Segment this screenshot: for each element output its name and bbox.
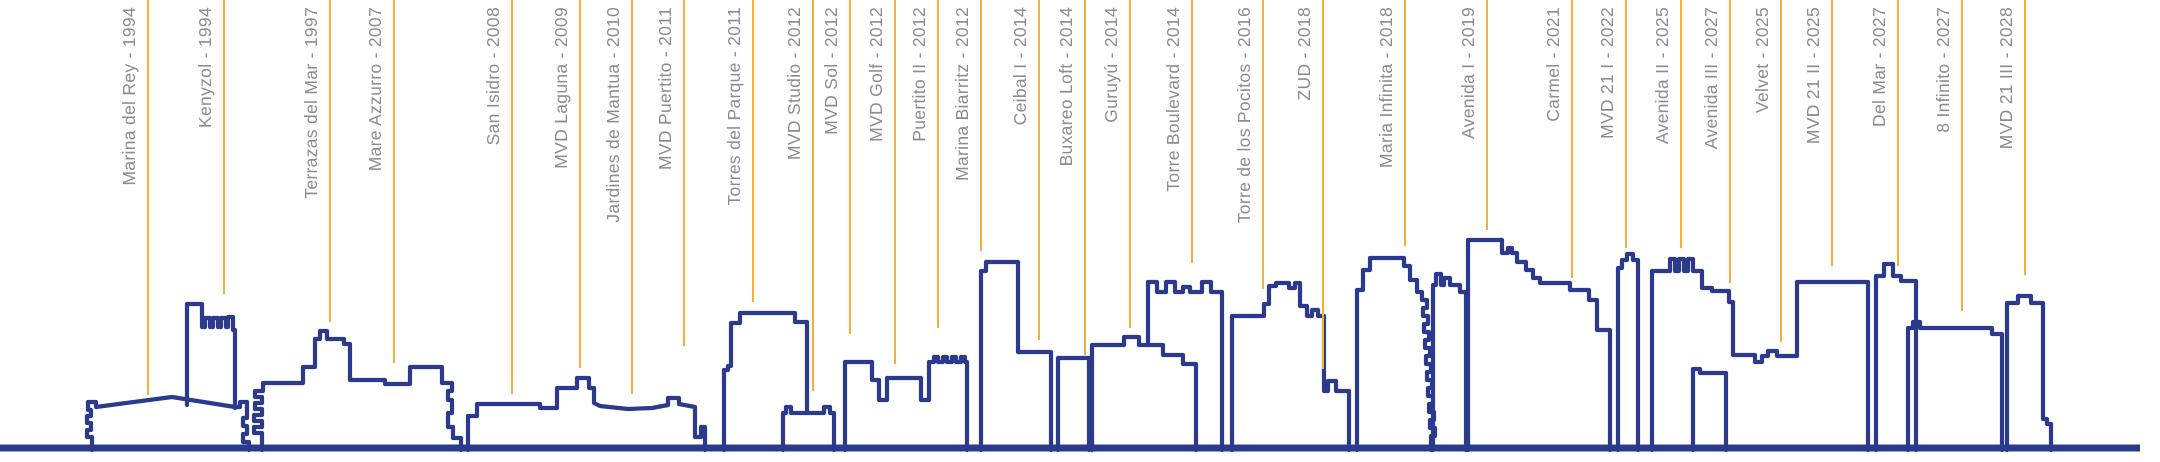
leader-line xyxy=(1321,0,1325,369)
building-maria-infinita-zigzag xyxy=(1354,255,1438,453)
building-8-infinito xyxy=(1905,319,2005,453)
project-label: 8 Infinito - 2027 xyxy=(1933,7,1953,133)
project-label: Torres del Parque - 2011 xyxy=(724,7,744,206)
building-kenyzol-tower xyxy=(184,301,238,411)
building-mvd-studio-annex xyxy=(780,404,837,453)
project-label: Velvet - 2025 xyxy=(1752,7,1772,114)
leader-line xyxy=(1830,0,1834,266)
project-label: MVD Golf - 2012 xyxy=(866,7,886,142)
building-mvd-21-iii xyxy=(2004,293,2054,453)
project-label: MVD 21 I - 2022 xyxy=(1597,7,1617,139)
building-avenida-i-carmel xyxy=(1465,237,1613,453)
project-label: Terrazas del Mar - 1997 xyxy=(301,7,321,199)
building-marina-del-rey xyxy=(84,394,252,453)
leader-line xyxy=(1624,0,1628,248)
building-terrazas-block xyxy=(251,328,464,453)
project-label: MVD Studio - 2012 xyxy=(784,7,804,160)
project-label: Avenida III - 2027 xyxy=(1701,7,1721,150)
building-guruyu xyxy=(1089,334,1199,453)
project-label: Marina del Rey - 1994 xyxy=(119,7,139,186)
leader-line xyxy=(848,0,852,334)
project-label: MVD Puertito - 2011 xyxy=(655,7,675,170)
project-label: MVD 21 II - 2025 xyxy=(1803,7,1823,145)
project-label: Avenida II - 2025 xyxy=(1652,7,1672,145)
leader-line xyxy=(1896,0,1900,266)
leader-line xyxy=(510,0,514,394)
project-label: Mare Azzurro - 2007 xyxy=(365,7,385,172)
building-buxareo-block xyxy=(1055,355,1092,453)
building-torres-del-parque xyxy=(721,310,810,453)
project-label: Carmel - 2021 xyxy=(1543,7,1563,122)
leader-line xyxy=(1128,0,1132,328)
project-label: Kenyzol - 1994 xyxy=(195,7,215,128)
leader-line xyxy=(1485,0,1489,230)
leader-line xyxy=(682,0,686,346)
project-label: Avenida I - 2019 xyxy=(1458,7,1478,139)
project-label: San Isidro - 2008 xyxy=(483,7,503,146)
building-avenida-ii-iii-velvet-mvd21ii xyxy=(1649,256,1871,453)
leader-line xyxy=(979,0,983,251)
project-label: Marina Biarritz - 2012 xyxy=(952,7,972,181)
leader-line xyxy=(392,0,396,363)
leader-line xyxy=(893,0,897,364)
building-san-isidro-row xyxy=(465,375,708,453)
leader-line xyxy=(1728,0,1732,283)
building-mvd-sol-golf-puertito xyxy=(842,354,970,453)
leader-line xyxy=(1679,0,1683,248)
leader-line xyxy=(1190,0,1194,263)
leader-line xyxy=(936,0,940,328)
leader-line xyxy=(1037,0,1041,340)
project-label: Puertito II - 2012 xyxy=(909,7,929,142)
leader-line xyxy=(1779,0,1783,342)
project-label: Torre de los Pocitos - 2016 xyxy=(1234,7,1254,224)
project-label: Torre Boulevard - 2014 xyxy=(1163,7,1183,192)
leader-line xyxy=(1403,0,1407,246)
building-mvd-21-i-spire xyxy=(1615,251,1641,453)
leader-line xyxy=(630,0,634,394)
project-label: Maria Infinita - 2018 xyxy=(1376,7,1396,168)
project-label: MVD Laguna - 2009 xyxy=(551,7,571,169)
skyline-buildings-outline xyxy=(84,237,2054,453)
building-mid-rooftop xyxy=(1430,271,1469,453)
leader-line xyxy=(1960,0,1964,311)
leader-line xyxy=(811,0,815,391)
project-label: Ceibal I - 2014 xyxy=(1010,7,1030,126)
leader-line xyxy=(146,0,150,395)
leader-line xyxy=(2023,0,2027,275)
project-label: MVD 21 III - 2028 xyxy=(1996,7,2016,150)
building-torre-boulevard-castle xyxy=(1145,279,1225,453)
leader-line xyxy=(1083,0,1087,355)
project-label: MVD Sol - 2012 xyxy=(821,7,841,135)
project-label: Del Mar - 2027 xyxy=(1869,7,1889,127)
building-del-mar xyxy=(1873,261,1919,453)
project-label: Guruyú - 2014 xyxy=(1101,7,1121,123)
leader-line xyxy=(1570,0,1574,278)
leader-line xyxy=(751,0,755,302)
building-velvet-front-low xyxy=(1690,366,1729,453)
building-torre-de-los-pocitos xyxy=(1229,280,1352,453)
leader-line xyxy=(1261,0,1265,289)
project-label: Jardines de Mantua - 2010 xyxy=(603,7,623,223)
leader-line xyxy=(222,0,226,294)
project-label: Buxareo Loft - 2014 xyxy=(1056,7,1076,167)
leader-line xyxy=(578,0,582,368)
project-label: ZUD - 2018 xyxy=(1294,7,1314,101)
leader-line xyxy=(328,0,332,322)
building-marina-biarritz-tower xyxy=(978,259,1054,453)
